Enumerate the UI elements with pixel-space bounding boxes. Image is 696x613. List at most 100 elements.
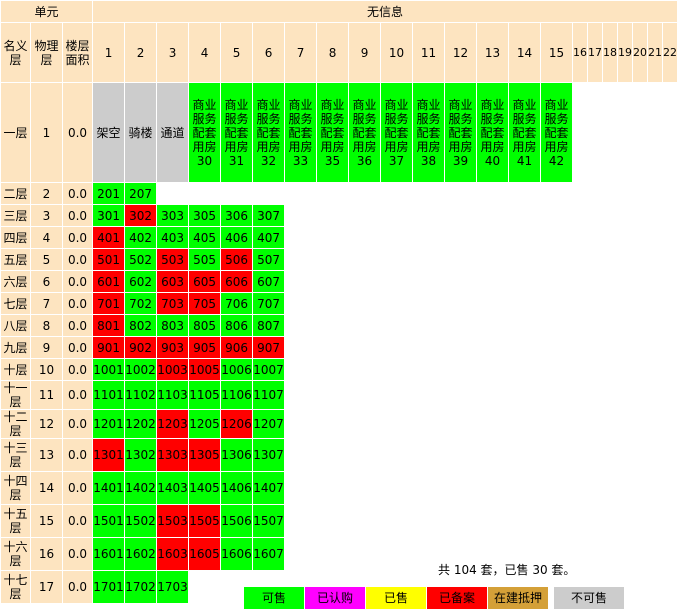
room-cell[interactable]: 1301 bbox=[92, 438, 126, 472]
room-cell[interactable]: 商业服务配套用房39 bbox=[444, 82, 478, 183]
room-cell[interactable]: 906 bbox=[220, 336, 254, 359]
room-cell[interactable]: 903 bbox=[156, 336, 190, 359]
room-cell[interactable]: 801 bbox=[92, 314, 126, 337]
room-cell[interactable]: 1002 bbox=[124, 358, 158, 381]
room-cell[interactable]: 1703 bbox=[156, 570, 190, 604]
room-cell[interactable]: 1405 bbox=[188, 471, 222, 505]
room-cell[interactable]: 1406 bbox=[220, 471, 254, 505]
room-cell[interactable]: 商业服务配套用房40 bbox=[476, 82, 510, 183]
room-cell[interactable]: 1403 bbox=[156, 471, 190, 505]
room-cell[interactable]: 805 bbox=[188, 314, 222, 337]
room-cell[interactable]: 1601 bbox=[92, 537, 126, 571]
room-cell[interactable]: 1205 bbox=[188, 409, 222, 439]
room-cell[interactable]: 1103 bbox=[156, 380, 190, 410]
room-cell[interactable]: 商业服务配套用房32 bbox=[252, 82, 286, 183]
room-cell[interactable]: 1407 bbox=[252, 471, 286, 505]
room-cell[interactable]: 1101 bbox=[92, 380, 126, 410]
room-cell[interactable]: 407 bbox=[252, 226, 286, 249]
room-cell[interactable]: 1402 bbox=[124, 471, 158, 505]
room-cell[interactable]: 507 bbox=[252, 248, 286, 271]
room-cell[interactable]: 1302 bbox=[124, 438, 158, 472]
room-cell[interactable]: 商业服务配套用房41 bbox=[508, 82, 542, 183]
room-cell[interactable]: 601 bbox=[92, 270, 126, 293]
room-cell[interactable]: 302 bbox=[124, 204, 158, 227]
room-cell[interactable]: 406 bbox=[220, 226, 254, 249]
room-cell[interactable]: 402 bbox=[124, 226, 158, 249]
room-cell[interactable]: 1305 bbox=[188, 438, 222, 472]
room-cell[interactable]: 1506 bbox=[220, 504, 254, 538]
room-cell[interactable]: 1501 bbox=[92, 504, 126, 538]
room-cell[interactable]: 201 bbox=[92, 182, 126, 205]
room-cell[interactable]: 803 bbox=[156, 314, 190, 337]
room-cell[interactable]: 商业服务配套用房38 bbox=[412, 82, 446, 183]
room-cell[interactable]: 商业服务配套用房42 bbox=[540, 82, 574, 183]
room-cell[interactable]: 506 bbox=[220, 248, 254, 271]
room-cell[interactable]: 807 bbox=[252, 314, 286, 337]
room-cell[interactable]: 207 bbox=[124, 182, 158, 205]
room-cell[interactable]: 1203 bbox=[156, 409, 190, 439]
room-cell[interactable]: 301 bbox=[92, 204, 126, 227]
room-cell[interactable]: 1503 bbox=[156, 504, 190, 538]
room-cell[interactable]: 806 bbox=[220, 314, 254, 337]
room-cell[interactable]: 605 bbox=[188, 270, 222, 293]
room-cell[interactable]: 1306 bbox=[220, 438, 254, 472]
room-cell[interactable]: 306 bbox=[220, 204, 254, 227]
room-cell[interactable]: 1502 bbox=[124, 504, 158, 538]
room-cell[interactable]: 1702 bbox=[124, 570, 158, 604]
room-cell[interactable]: 1602 bbox=[124, 537, 158, 571]
room-cell[interactable]: 905 bbox=[188, 336, 222, 359]
room-cell[interactable]: 305 bbox=[188, 204, 222, 227]
room-cell[interactable]: 1006 bbox=[220, 358, 254, 381]
room-cell[interactable]: 403 bbox=[156, 226, 190, 249]
room-cell[interactable]: 商业服务配套用房31 bbox=[220, 82, 254, 183]
room-cell[interactable]: 1202 bbox=[124, 409, 158, 439]
room-cell[interactable]: 501 bbox=[92, 248, 126, 271]
room-cell[interactable]: 1105 bbox=[188, 380, 222, 410]
room-cell[interactable]: 1003 bbox=[156, 358, 190, 381]
room-cell[interactable]: 602 bbox=[124, 270, 158, 293]
room-cell[interactable]: 1106 bbox=[220, 380, 254, 410]
room-cell[interactable]: 商业服务配套用房36 bbox=[348, 82, 382, 183]
room-cell[interactable]: 603 bbox=[156, 270, 190, 293]
room-cell[interactable]: 商业服务配套用房37 bbox=[380, 82, 414, 183]
room-cell[interactable]: 1107 bbox=[252, 380, 286, 410]
room-cell[interactable]: 703 bbox=[156, 292, 190, 315]
room-cell[interactable]: 705 bbox=[188, 292, 222, 315]
room-cell[interactable]: 502 bbox=[124, 248, 158, 271]
room-cell[interactable]: 1701 bbox=[92, 570, 126, 604]
room-cell[interactable]: 1507 bbox=[252, 504, 286, 538]
room-cell[interactable]: 1401 bbox=[92, 471, 126, 505]
room-cell[interactable]: 1001 bbox=[92, 358, 126, 381]
room-cell[interactable]: 1303 bbox=[156, 438, 190, 472]
room-cell[interactable]: 1505 bbox=[188, 504, 222, 538]
room-cell[interactable]: 702 bbox=[124, 292, 158, 315]
room-cell[interactable]: 606 bbox=[220, 270, 254, 293]
room-cell[interactable]: 505 bbox=[188, 248, 222, 271]
room-cell[interactable]: 商业服务配套用房30 bbox=[188, 82, 222, 183]
room-cell[interactable]: 303 bbox=[156, 204, 190, 227]
room-cell[interactable]: 607 bbox=[252, 270, 286, 293]
room-cell[interactable]: 307 bbox=[252, 204, 286, 227]
room-cell[interactable]: 907 bbox=[252, 336, 286, 359]
room-cell[interactable]: 商业服务配套用房35 bbox=[316, 82, 350, 183]
room-cell[interactable]: 1603 bbox=[156, 537, 190, 571]
room-cell[interactable]: 706 bbox=[220, 292, 254, 315]
room-cell[interactable]: 1206 bbox=[220, 409, 254, 439]
room-cell[interactable]: 1201 bbox=[92, 409, 126, 439]
room-cell[interactable]: 1607 bbox=[252, 537, 286, 571]
room-cell[interactable]: 405 bbox=[188, 226, 222, 249]
room-cell[interactable]: 1007 bbox=[252, 358, 286, 381]
room-cell[interactable]: 802 bbox=[124, 314, 158, 337]
room-cell[interactable]: 1005 bbox=[188, 358, 222, 381]
room-cell[interactable]: 1606 bbox=[220, 537, 254, 571]
room-cell[interactable]: 707 bbox=[252, 292, 286, 315]
room-cell[interactable]: 1207 bbox=[252, 409, 286, 439]
room-cell[interactable]: 商业服务配套用房33 bbox=[284, 82, 318, 183]
room-cell[interactable]: 901 bbox=[92, 336, 126, 359]
room-cell[interactable]: 401 bbox=[92, 226, 126, 249]
room-cell[interactable]: 1102 bbox=[124, 380, 158, 410]
room-cell[interactable]: 503 bbox=[156, 248, 190, 271]
room-cell[interactable]: 1605 bbox=[188, 537, 222, 571]
room-cell[interactable]: 701 bbox=[92, 292, 126, 315]
room-cell[interactable]: 1307 bbox=[252, 438, 286, 472]
